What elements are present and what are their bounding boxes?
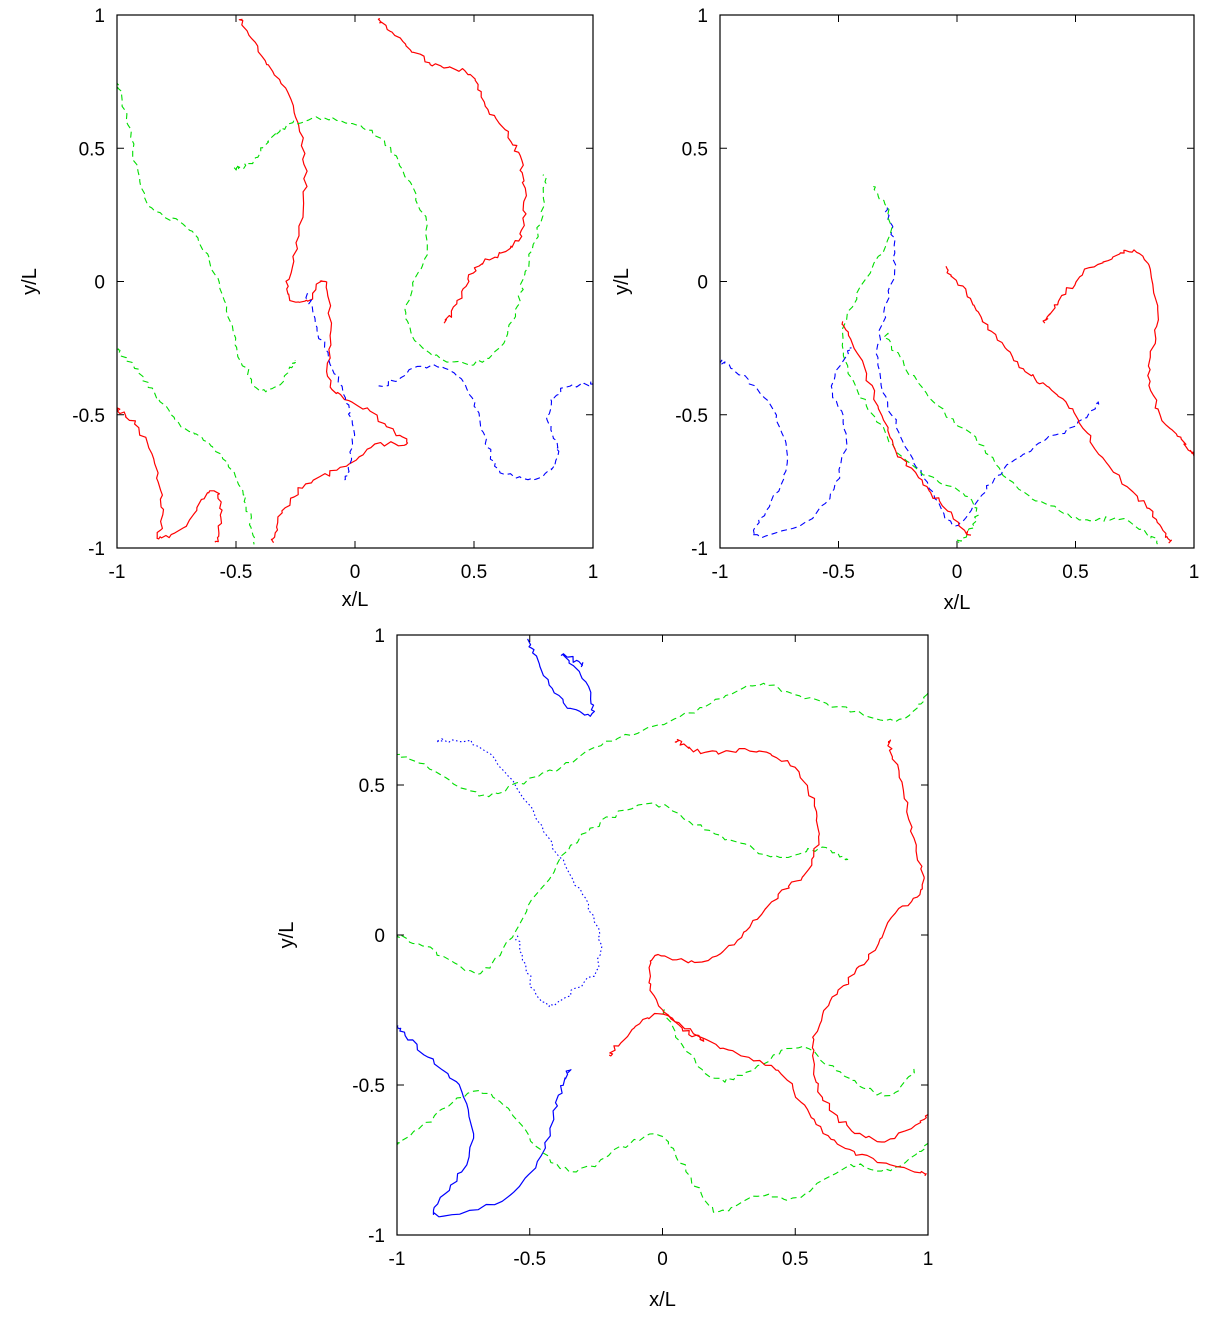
- trajectory-series-3: [884, 332, 1158, 545]
- y-tick-label: -0.5: [675, 406, 708, 427]
- y-tick-label: 1: [697, 6, 708, 27]
- trajectory-series-4: [233, 116, 547, 366]
- x-tick-label: -1: [109, 562, 126, 583]
- y-tick-label: -1: [691, 539, 708, 560]
- panel-bottom: -1 -0.5 0 0.5 1 -1 -0.5 0 0.5 1 x/L y/L: [276, 626, 933, 1311]
- x-tick-label: 0.5: [1062, 562, 1088, 583]
- trajectory-series-6: [305, 293, 356, 481]
- trajectories: [720, 185, 1194, 545]
- y-tick-label: 1: [374, 626, 385, 647]
- y-tick-label: -0.5: [72, 406, 105, 427]
- x-axis-label: x/L: [649, 1289, 676, 1311]
- trajectory-series-6: [841, 321, 972, 536]
- panel-top-right: -1 -0.5 0 0.5 1 -1 -0.5 0 0.5 1 x/L y/L: [611, 6, 1199, 614]
- trajectories: [117, 17, 593, 545]
- x-tick-label: 0.5: [461, 562, 487, 583]
- trajectory-series-8: [811, 739, 928, 1143]
- trajectory-series-2: [117, 407, 223, 543]
- x-tick-label: -0.5: [220, 562, 253, 583]
- y-tick-label: -1: [368, 1226, 385, 1247]
- y-tick-label: 1: [94, 6, 105, 27]
- x-tick-label: 0.5: [782, 1249, 808, 1270]
- trajectories: [397, 638, 928, 1218]
- trajectory-series-6: [662, 1009, 916, 1097]
- x-tick-label: 1: [588, 562, 599, 583]
- y-tick-label: 0: [374, 926, 385, 947]
- x-tick-label: -1: [389, 1249, 406, 1270]
- x-tick-label: 1: [923, 1249, 934, 1270]
- trajectory-series-2: [397, 1025, 572, 1218]
- y-axis-label: y/L: [276, 922, 298, 949]
- trajectory-series-9: [608, 1012, 927, 1176]
- trajectory-series-1: [377, 17, 527, 324]
- trajectory-series-4: [397, 802, 849, 975]
- x-tick-label: 0: [952, 562, 963, 583]
- y-tick-label: -0.5: [352, 1076, 385, 1097]
- x-tick-label: 1: [1189, 562, 1200, 583]
- x-tick-label: -0.5: [822, 562, 855, 583]
- trajectory-series-1: [875, 207, 1102, 527]
- x-tick-label: -1: [712, 562, 729, 583]
- trajectory-series-5: [1042, 249, 1194, 457]
- trajectory-series-5: [117, 348, 255, 545]
- panel-top-left: -1 -0.5 0 0.5 1 -1 -0.5 0 0.5 1 x/L y/L: [19, 6, 598, 611]
- trajectory-series-7: [378, 363, 593, 481]
- x-axis-label: x/L: [944, 592, 971, 614]
- trajectory-series-3: [117, 82, 298, 393]
- y-tick-label: 0.5: [79, 139, 105, 160]
- trajectory-series-0: [720, 347, 852, 539]
- x-tick-label: -0.5: [513, 1249, 546, 1270]
- y-tick-label: 0: [94, 273, 105, 294]
- y-tick-label: 0.5: [682, 139, 708, 160]
- x-axis-label: x/L: [342, 589, 369, 611]
- y-tick-label: 0: [697, 273, 708, 294]
- x-tick-label: 0: [350, 562, 361, 583]
- trajectory-series-5: [397, 1089, 928, 1213]
- y-axis-label: y/L: [611, 268, 633, 295]
- y-tick-label: 0.5: [359, 776, 385, 797]
- y-axis-label: y/L: [19, 268, 41, 295]
- trajectory-series-0: [238, 18, 409, 543]
- trajectory-series-1: [435, 738, 603, 1008]
- trajectory-series-4: [945, 266, 1172, 544]
- x-tick-label: 0: [657, 1249, 668, 1270]
- trajectory-series-7: [648, 738, 820, 1042]
- trajectory-series-3: [397, 682, 928, 798]
- trajectory-series-0: [527, 638, 595, 717]
- trajectory-series-2: [841, 185, 979, 544]
- y-tick-label: -1: [88, 539, 105, 560]
